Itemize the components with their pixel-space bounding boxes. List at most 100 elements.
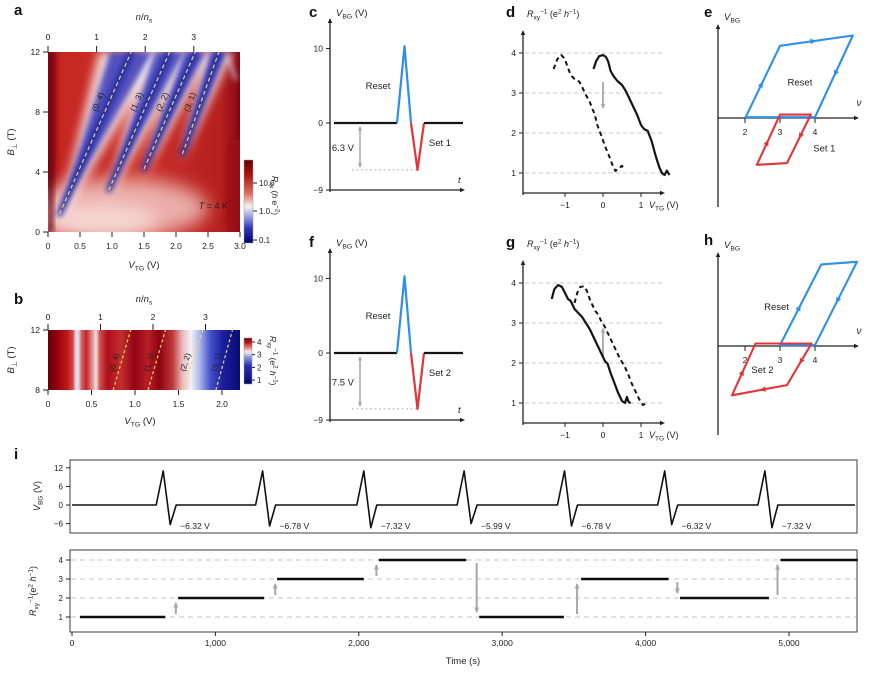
panel-f-pulse: 10 0 −9 VBG (V) t 7.5 V Reset Set 2 (313, 238, 465, 425)
svg-text:3: 3 (511, 318, 516, 328)
svg-text:Reset: Reset (788, 77, 813, 88)
panel-g-label: g (506, 234, 516, 251)
svg-text:3: 3 (59, 575, 64, 584)
svg-text:12: 12 (31, 47, 41, 57)
svg-text:Rxy−1(e2 h−1): Rxy−1(e2 h−1) (27, 566, 40, 616)
svg-text:10: 10 (314, 274, 324, 284)
svg-text:1.5: 1.5 (173, 399, 185, 409)
svg-text:−9: −9 (313, 185, 323, 195)
svg-text:t: t (458, 175, 461, 186)
svg-text:0.1: 0.1 (259, 236, 271, 245)
svg-text:2: 2 (59, 594, 64, 603)
svg-text:Time (s): Time (s) (446, 656, 480, 667)
svg-text:B⊥ (T): B⊥ (T) (6, 346, 19, 373)
svg-text:3: 3 (257, 351, 262, 360)
svg-text:2,000: 2,000 (348, 638, 370, 648)
svg-text:Rxy−1 (e2 h−1): Rxy−1 (e2 h−1) (265, 336, 278, 386)
svg-text:1: 1 (639, 200, 644, 210)
svg-text:0: 0 (46, 399, 51, 409)
svg-text:−5.99 V: −5.99 V (481, 521, 511, 531)
svg-text:−6.32 V: −6.32 V (180, 521, 210, 531)
svg-text:VTG (V): VTG (V) (128, 260, 159, 273)
svg-text:4: 4 (511, 278, 516, 288)
svg-text:2.5: 2.5 (202, 241, 214, 251)
svg-text:−7.32 V: −7.32 V (782, 521, 812, 531)
svg-text:−1: −1 (560, 430, 570, 440)
svg-text:4,000: 4,000 (635, 638, 657, 648)
panel-h-loop: 2 3 4 ν VBG Reset Set 2 (715, 240, 862, 435)
svg-text:0: 0 (601, 200, 606, 210)
svg-text:0: 0 (35, 227, 40, 237)
svg-text:VBG: VBG (724, 240, 740, 253)
panel-b-label: b (14, 291, 24, 308)
svg-text:Reset: Reset (764, 302, 789, 313)
svg-text:12: 12 (54, 464, 63, 473)
svg-text:VBG: VBG (724, 12, 740, 25)
svg-text:2: 2 (511, 358, 516, 368)
svg-text:VTG (V): VTG (V) (649, 430, 679, 443)
svg-text:ν: ν (857, 326, 862, 337)
svg-text:0: 0 (59, 501, 64, 510)
svg-text:10: 10 (314, 44, 324, 54)
svg-text:2: 2 (257, 363, 262, 372)
svg-text:B⊥ (T): B⊥ (T) (6, 128, 19, 155)
svg-text:2.0: 2.0 (216, 399, 228, 409)
svg-text:Rxy−1 (e2 h−1): Rxy−1 (e2 h−1) (527, 238, 579, 251)
svg-text:5,000: 5,000 (778, 638, 800, 648)
svg-text:VBG (V): VBG (V) (32, 481, 45, 511)
svg-text:0: 0 (601, 430, 606, 440)
svg-text:VBG (V): VBG (V) (336, 238, 368, 251)
svg-text:12: 12 (31, 325, 41, 335)
panel-c-label: c (309, 4, 318, 21)
svg-text:1,000: 1,000 (205, 638, 227, 648)
svg-text:0: 0 (46, 312, 51, 322)
panel-c-pulse: 10 0 −9 VBG (V) t 6.3 V Reset Set 1 (313, 8, 465, 195)
svg-text:Set 2: Set 2 (429, 368, 451, 379)
panel-d-label: d (506, 4, 516, 21)
svg-text:4: 4 (35, 167, 40, 177)
panel-e-loop: 2 3 4 ν VBG Reset Set 1 (715, 12, 862, 207)
svg-text:3.0: 3.0 (234, 241, 246, 251)
svg-text:VTG (V): VTG (V) (649, 200, 679, 213)
svg-text:4: 4 (511, 48, 516, 58)
svg-text:n/ns: n/ns (136, 294, 153, 307)
svg-text:4: 4 (257, 338, 262, 347)
svg-text:n/ns: n/ns (136, 12, 153, 25)
svg-text:−6.78 V: −6.78 V (581, 521, 611, 531)
svg-text:VBG (V): VBG (V) (336, 8, 368, 21)
svg-text:t: t (458, 405, 461, 416)
svg-text:1: 1 (511, 168, 516, 178)
svg-text:3: 3 (511, 88, 516, 98)
svg-text:0: 0 (70, 638, 75, 648)
svg-text:0: 0 (46, 241, 51, 251)
svg-text:1.5: 1.5 (138, 241, 150, 251)
svg-text:−6.32 V: −6.32 V (682, 521, 712, 531)
svg-text:3: 3 (191, 32, 196, 42)
panel-e-label: e (704, 4, 713, 21)
svg-text:0: 0 (318, 118, 323, 128)
panel-f-label: f (309, 234, 314, 251)
svg-text:2: 2 (743, 127, 748, 137)
panel-i-timeseries: −6.32 V −6.78 V −7.32 V −5.99 V −6.78 V −6.32… (27, 459, 858, 667)
svg-text:1: 1 (94, 32, 99, 42)
svg-text:Reset: Reset (366, 81, 391, 92)
svg-text:−6: −6 (54, 520, 64, 529)
svg-text:0: 0 (318, 348, 323, 358)
svg-text:−7.32 V: −7.32 V (381, 521, 411, 531)
svg-text:−1: −1 (560, 200, 570, 210)
svg-text:0.5: 0.5 (86, 399, 98, 409)
svg-text:Rxx (h e−2): Rxx (h e−2) (267, 176, 280, 215)
svg-text:7.5 V: 7.5 V (332, 377, 355, 388)
svg-text:3: 3 (778, 355, 783, 365)
panel-i-label: i (14, 446, 19, 463)
svg-text:6.3 V: 6.3 V (332, 143, 355, 154)
svg-text:3,000: 3,000 (492, 638, 514, 648)
svg-text:0.5: 0.5 (74, 241, 86, 251)
svg-text:6: 6 (59, 482, 64, 491)
svg-text:2: 2 (511, 128, 516, 138)
svg-text:ν: ν (857, 98, 862, 109)
svg-text:1: 1 (98, 312, 103, 322)
svg-text:1.0: 1.0 (259, 207, 271, 216)
